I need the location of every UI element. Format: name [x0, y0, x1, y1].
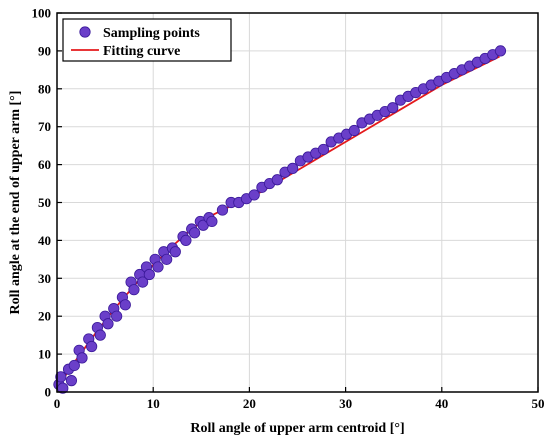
- legend-marker-sampling-points: [79, 26, 91, 38]
- axis-ticks: 0 10 20 30 40 50 0 10 20 30 40 50 60 70 80 90 100: [32, 6, 545, 412]
- sampling-point: [216, 204, 229, 216]
- y-tick-label: 50: [38, 195, 51, 210]
- sampling-point: [287, 162, 299, 174]
- sampling-point: [65, 375, 78, 387]
- sampling-point: [348, 124, 360, 137]
- sampling-point: [161, 253, 173, 265]
- legend-label-sampling-points: Sampling points: [103, 26, 200, 41]
- y-tick-label: 40: [38, 233, 51, 248]
- sampling-point: [86, 340, 98, 353]
- sampling-point: [180, 234, 192, 246]
- x-tick-label: 40: [435, 396, 448, 411]
- x-tick-label: 0: [54, 396, 61, 411]
- sampling-point: [76, 352, 88, 364]
- x-tick-label: 30: [339, 396, 352, 411]
- sampling-point: [143, 268, 155, 281]
- x-tick-label: 10: [147, 396, 160, 411]
- y-tick-label: 70: [38, 119, 51, 134]
- y-tick-label: 80: [38, 81, 51, 96]
- x-axis-title: Roll angle of upper arm centroid [°]: [190, 421, 404, 436]
- legend-label-fitting-curve: Fitting curve: [103, 44, 180, 59]
- sampling-point: [68, 359, 80, 372]
- x-tick-label: 50: [532, 396, 545, 411]
- y-tick-label: 0: [45, 385, 52, 400]
- sampling-point: [152, 261, 164, 273]
- sampling-points-layer: [53, 45, 507, 394]
- sampling-point: [102, 318, 114, 330]
- sampling-point: [188, 227, 201, 239]
- y-tick-label: 20: [38, 309, 51, 324]
- sampling-point: [317, 143, 330, 156]
- sampling-point: [128, 284, 140, 296]
- sampling-point: [387, 102, 399, 114]
- sampling-point: [119, 299, 131, 311]
- y-tick-label: 90: [38, 43, 51, 58]
- sampling-point: [137, 276, 149, 288]
- sampling-point: [248, 189, 260, 201]
- y-tick-label: 30: [38, 271, 51, 286]
- y-tick-label: 100: [32, 6, 52, 21]
- sampling-point: [206, 215, 218, 228]
- y-axis-title: Roll angle at the end of upper arm [°]: [8, 91, 23, 315]
- sampling-point: [169, 246, 181, 258]
- y-tick-label: 10: [38, 347, 51, 362]
- sampling-point: [111, 310, 123, 322]
- legend: Sampling points Fitting curve: [62, 18, 232, 62]
- grid-lines: [56, 12, 539, 393]
- legend-box: [62, 18, 232, 62]
- y-tick-label: 60: [38, 157, 51, 172]
- sampling-point: [271, 174, 283, 186]
- sampling-point: [494, 45, 507, 57]
- x-tick-label: 20: [243, 396, 256, 411]
- sampling-point: [94, 329, 106, 341]
- sampling-point: [55, 371, 67, 383]
